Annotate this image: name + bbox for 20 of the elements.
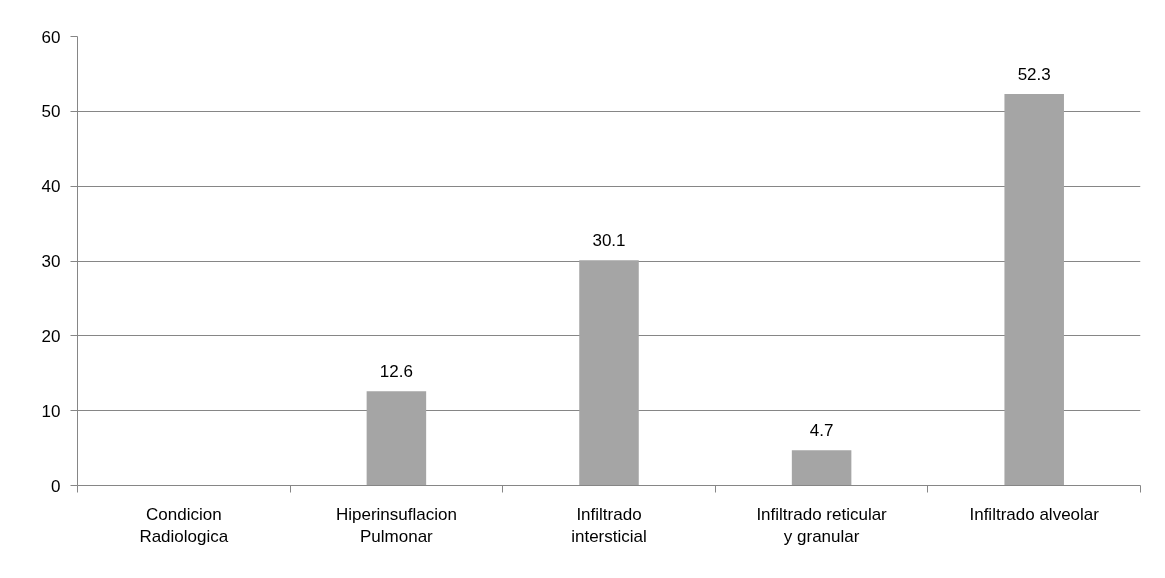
x-tick-label: Infiltrado alveolar: [969, 504, 1100, 524]
data-label: 30.1: [592, 231, 626, 251]
bar: [579, 260, 639, 486]
x-tick-label: Infiltrado intersticial: [571, 504, 647, 547]
data-label: 4.7: [809, 421, 834, 441]
x-tick-label: Hiperinsuflacion Pulmonar: [335, 504, 457, 547]
y-tick-label: 50: [41, 102, 61, 122]
y-tick-label: 60: [41, 27, 61, 47]
data-label: 12.6: [379, 362, 413, 382]
bar: [366, 391, 427, 486]
bar: [1004, 94, 1064, 486]
x-tick-label: Infiltrado reticular y granular: [756, 504, 888, 547]
y-tick-label: 0: [51, 476, 61, 496]
y-tick-label: 20: [41, 326, 61, 346]
bar: [791, 450, 852, 486]
y-tick-label: 30: [41, 252, 61, 271]
y-tick-label: 40: [41, 177, 61, 197]
x-tick-label: Condicion Radiologica: [139, 504, 229, 547]
y-tick-label: 10: [41, 401, 61, 421]
data-label: 52.3: [1017, 65, 1051, 85]
